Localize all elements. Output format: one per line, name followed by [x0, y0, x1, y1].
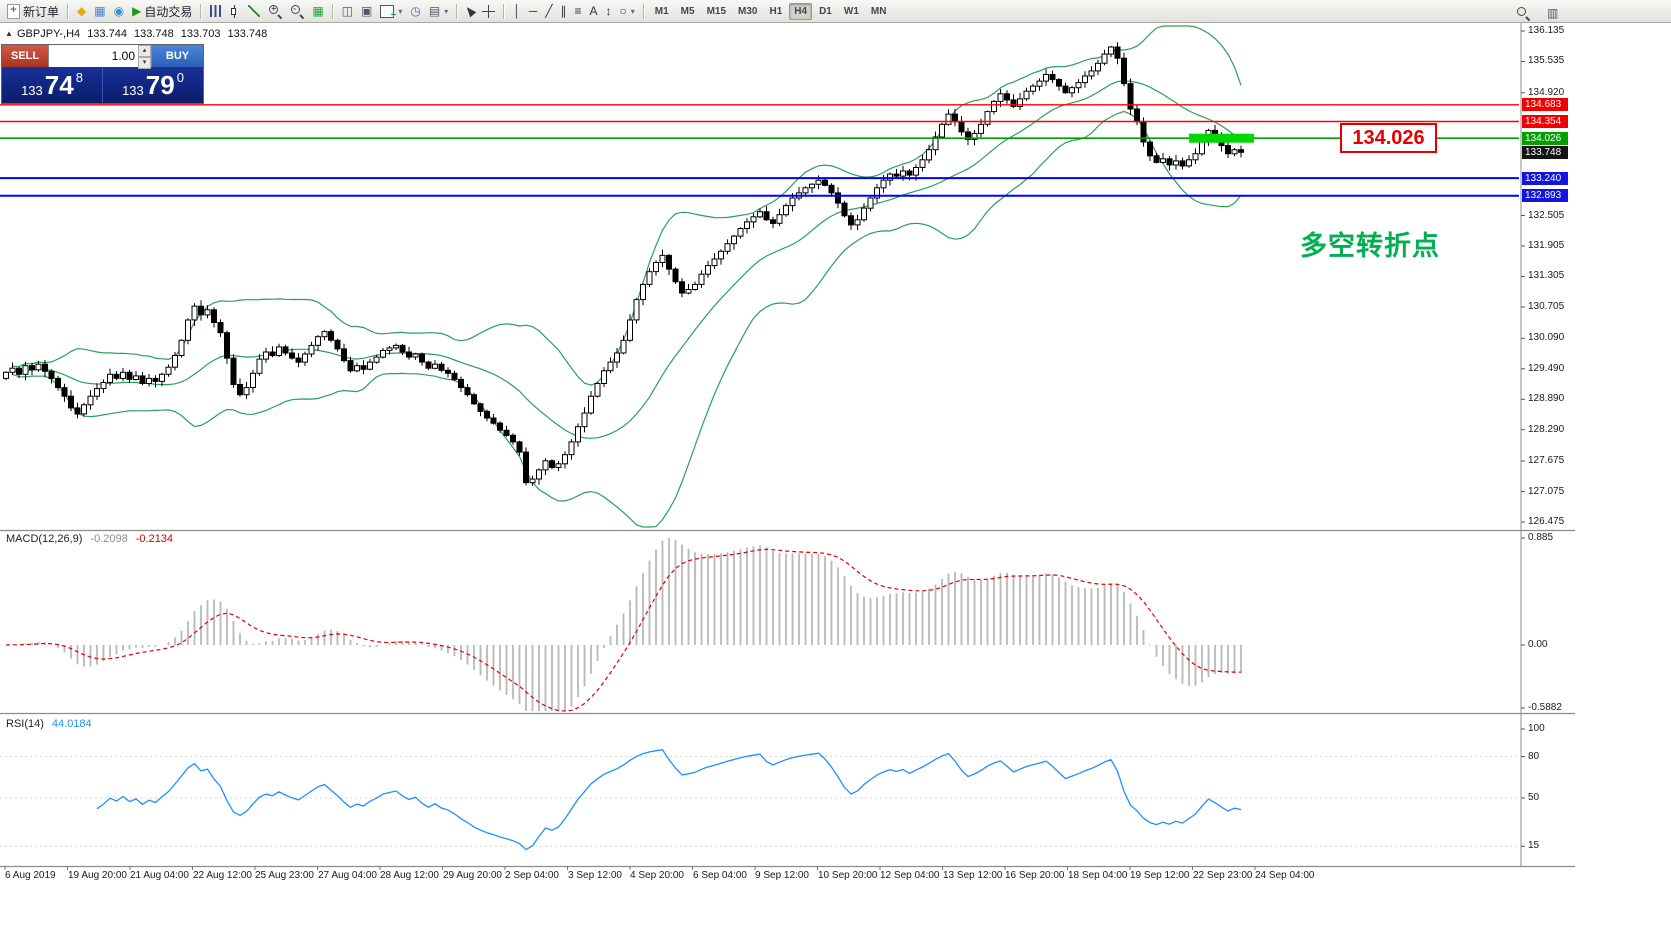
market-watch-icon[interactable]: ◆ [73, 2, 90, 21]
candlestick-series [3, 42, 1244, 486]
line-chart-type-icon[interactable] [244, 2, 264, 21]
autotrading-button[interactable]: ▶ 自动交易 [128, 2, 196, 21]
toolbar-separator [67, 3, 70, 19]
toolbar-separator [642, 3, 645, 19]
macd-signal-line [5, 548, 1242, 712]
timeframe-h1[interactable]: H1 [764, 3, 787, 20]
grid-icon[interactable]: ▦ [308, 2, 327, 21]
timeframe-h4[interactable]: H4 [789, 2, 813, 20]
toolbar-separator [503, 3, 506, 19]
new-chart-button[interactable]: ▾ [376, 2, 406, 21]
cursor-tool-icon[interactable] [462, 2, 478, 21]
highlight-segment[interactable] [1189, 133, 1254, 143]
bar-chart-type-icon[interactable] [206, 2, 225, 21]
timeframe-m15[interactable]: M15 [702, 3, 731, 20]
zoom-out-icon[interactable]: - [286, 2, 308, 21]
fibonacci-tool-icon[interactable]: ≡ [570, 2, 585, 21]
rsi-line [96, 748, 1242, 851]
timeframe-mn[interactable]: MN [866, 3, 892, 20]
toolbar-separator [456, 3, 459, 19]
arrows-tool-icon[interactable]: ↕ [602, 2, 616, 21]
trendline-tool-icon[interactable]: ╱ [541, 2, 556, 21]
timeframe-w1[interactable]: W1 [839, 3, 864, 20]
toolbar-separator [200, 3, 203, 19]
shapes-tool-icon[interactable]: ○ ▾ [616, 2, 639, 21]
timeframe-d1[interactable]: D1 [814, 3, 837, 20]
timeframe-m1[interactable]: M1 [650, 3, 674, 20]
tile-windows-icon[interactable]: ◫ [338, 2, 357, 21]
bollinger-bands [12, 25, 1242, 528]
cascade-windows-icon[interactable]: ▣ [357, 2, 376, 21]
search-icon[interactable] [1512, 3, 1534, 22]
crosshair-tool-icon[interactable] [478, 2, 499, 21]
text-tool-icon[interactable]: A [585, 2, 601, 21]
candlestick-chart-type-icon[interactable] [225, 2, 244, 21]
toolbar-separator [331, 3, 334, 19]
windows-layout-icon[interactable]: ▥ [1543, 3, 1562, 22]
data-window-icon[interactable]: ▦ [90, 2, 109, 21]
channel-tool-icon[interactable]: ∥ [556, 2, 570, 21]
period-clock-icon[interactable]: ◷ [406, 2, 424, 21]
main-toolbar: +新订单◆▦◉▶自动交易+-▦◫▣▾◷▤▾│─╱∥≡A↕○▾M1M5M15M30… [0, 0, 1671, 23]
navigator-icon[interactable]: ◉ [110, 2, 128, 21]
templates-icon[interactable]: ▤ ▾ [425, 2, 452, 21]
timeframe-m30[interactable]: M30 [733, 3, 762, 20]
horizontal-line-tool-icon[interactable]: ─ [525, 2, 542, 21]
timeframe-m5[interactable]: M5 [676, 3, 700, 20]
zoom-in-icon[interactable]: + [264, 2, 286, 21]
vertical-line-tool-icon[interactable]: │ [509, 2, 525, 21]
macd-histogram [11, 538, 1242, 711]
new-order-button[interactable]: + 新订单 [3, 2, 63, 21]
toolbar-right-group: ▥ [1512, 3, 1562, 22]
